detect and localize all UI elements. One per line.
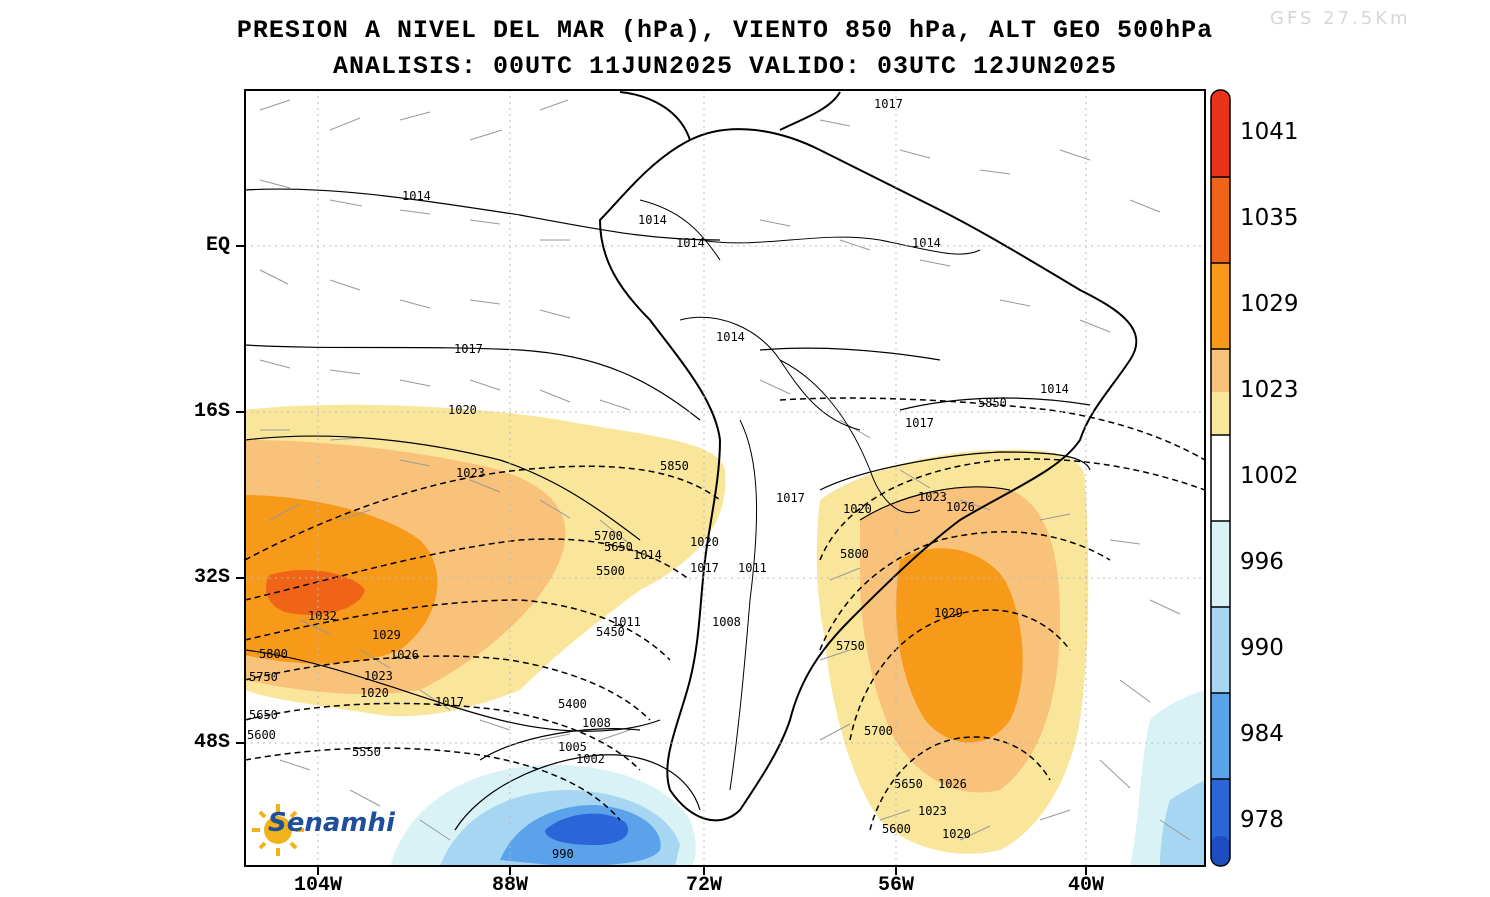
- height-label: 5750: [249, 670, 278, 684]
- low-pressure-south: [390, 690, 1205, 866]
- title-line-2: ANALISIS: 00UTC 11JUN2025 VALIDO: 03UTC …: [332, 52, 1118, 81]
- coastline: [598, 91, 1138, 822]
- logo-text: Senamhi: [268, 808, 395, 838]
- height-label: 5850: [978, 396, 1007, 410]
- isobar-label: 1008: [712, 615, 741, 629]
- isobar-label: 1020: [360, 686, 389, 700]
- height-label: 5700: [864, 724, 893, 738]
- isobar-label: 1014: [633, 548, 662, 562]
- isobar-label: 1029: [934, 606, 963, 620]
- isobar-label: 1014: [402, 189, 431, 203]
- lat-label-16s: 16S: [193, 400, 230, 423]
- height-label: 5850: [660, 459, 689, 473]
- isobar-label: 1020: [843, 502, 872, 516]
- senamhi-logo: [252, 804, 304, 856]
- high-pressure-atlantic: [816, 449, 1089, 854]
- lon-label-40w: 40W: [1067, 874, 1104, 897]
- isobar-label: 1017: [905, 416, 934, 430]
- height-label: 5800: [259, 647, 288, 661]
- isobar-label: 1002: [576, 752, 605, 766]
- geopotential-lines: [245, 397, 1205, 831]
- isobar-label: 1011: [612, 615, 641, 629]
- height-label: 5650: [249, 708, 278, 722]
- isobar-label: 1017: [690, 561, 719, 575]
- height-label: 5650: [604, 540, 633, 554]
- height-label: 5700: [594, 529, 623, 543]
- height-label: 5600: [247, 728, 276, 742]
- height-label: 5550: [352, 745, 381, 759]
- colorbar-label: 1029: [1240, 291, 1299, 317]
- lon-label-72w: 72W: [685, 874, 722, 897]
- colorbar-label: 1002: [1240, 463, 1299, 489]
- isobar-label: 1023: [918, 804, 947, 818]
- colorbar-label: 990: [1240, 635, 1284, 661]
- height-label: 5750: [836, 639, 865, 653]
- map-frame: [244, 89, 1206, 867]
- high-pressure-west: [245, 404, 726, 717]
- isobar-label: 1005: [558, 740, 587, 754]
- colorbar-label: 1041: [1240, 119, 1299, 145]
- isobar-label: 1017: [435, 695, 464, 709]
- height-label: 5450: [596, 625, 625, 639]
- height-label: 5650: [894, 777, 923, 791]
- model-label: GFS 27.5Km: [1270, 8, 1411, 29]
- contour-labels: 1017 1014 1014 1014 1014 1017 1014 1020 …: [247, 97, 1069, 861]
- isobar-label: 1029: [372, 628, 401, 642]
- isobar-label: 1026: [946, 500, 975, 514]
- lat-label-32s: 32S: [193, 566, 230, 589]
- colorbar: [1210, 89, 1231, 867]
- axis-ticks: [236, 245, 1087, 875]
- borders: [639, 199, 981, 791]
- height-label: 5500: [596, 564, 625, 578]
- isobar-label: 1011: [738, 561, 767, 575]
- lon-label-104w: 104W: [293, 874, 342, 897]
- isobar-label: 1017: [454, 342, 483, 356]
- lat-label-eq: EQ: [205, 234, 230, 257]
- isobar-label: 1026: [390, 648, 419, 662]
- graticule: [245, 90, 1205, 866]
- lat-label-48s: 48S: [193, 731, 230, 754]
- isobar-label: 1020: [448, 403, 477, 417]
- lon-label-88w: 88W: [491, 874, 528, 897]
- isobar-label: 1023: [918, 490, 947, 504]
- isobar-label: 1014: [716, 330, 745, 344]
- colorbar-label: 996: [1240, 549, 1284, 575]
- isobar-label: 1023: [456, 466, 485, 480]
- isobar-label: 1020: [942, 827, 971, 841]
- height-label: 5400: [558, 697, 587, 711]
- title-line-1: PRESION A NIVEL DEL MAR (hPa), VIENTO 85…: [236, 16, 1214, 45]
- colorbar-label: 978: [1240, 807, 1284, 833]
- isobar-label: 1026: [938, 777, 967, 791]
- isobar-label: 990: [552, 847, 574, 861]
- isobar-label: 1023: [364, 669, 393, 683]
- isobar-label: 1014: [912, 236, 941, 250]
- isobar-label: 1014: [1040, 382, 1069, 396]
- colorbar-label: 1035: [1240, 205, 1299, 231]
- isobar-label: 1017: [874, 97, 903, 111]
- isobar-label: 1017: [776, 491, 805, 505]
- height-label: 5800: [840, 547, 869, 561]
- lon-label-56w: 56W: [877, 874, 914, 897]
- colorbar-label: 1023: [1240, 377, 1299, 403]
- colorbar-label: 984: [1240, 721, 1284, 747]
- map-area: 1017 1014 1014 1014 1014 1017 1014 1020 …: [245, 90, 1205, 866]
- isobars: [245, 188, 1091, 831]
- isobar-label: 1014: [676, 236, 705, 250]
- isobar-label: 1008: [582, 716, 611, 730]
- isobar-label: 1032: [308, 609, 337, 623]
- isobar-label: 1014: [638, 213, 667, 227]
